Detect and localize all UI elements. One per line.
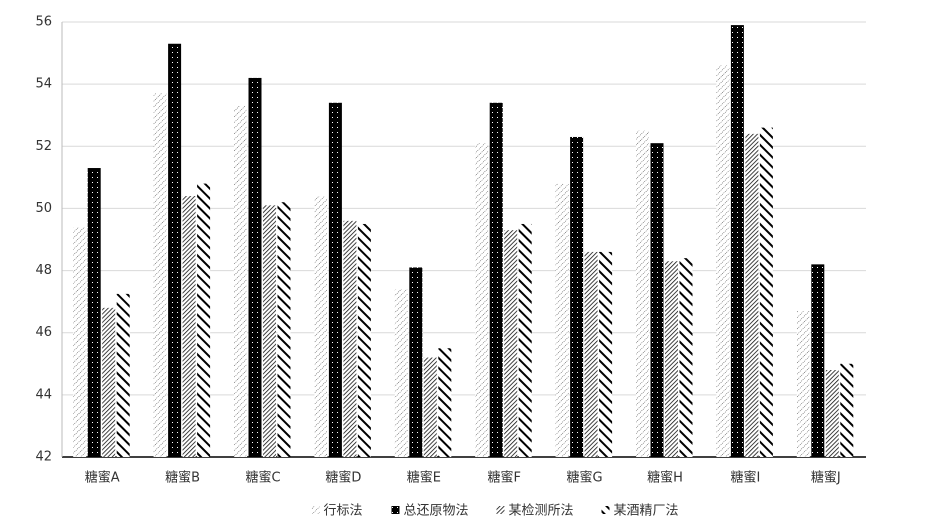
bar (102, 307, 116, 457)
x-tick-label: 糖蜜C (245, 470, 280, 486)
bar (555, 183, 569, 458)
legend-label: 总还原物法 (404, 504, 469, 519)
bar (116, 293, 130, 457)
bar (328, 102, 342, 458)
bar (409, 267, 423, 457)
bar (679, 258, 693, 457)
bar (197, 183, 211, 458)
bar (518, 223, 532, 457)
legend-label: 行标法 (324, 504, 363, 519)
bar (182, 196, 196, 457)
bar (263, 205, 276, 457)
bar (599, 251, 613, 457)
x-tick-label: 糖蜜A (85, 470, 120, 486)
legend-marker (311, 506, 320, 514)
bar (796, 310, 810, 457)
bar (570, 136, 584, 457)
bar (234, 105, 247, 458)
y-tick-label: 48 (35, 263, 52, 278)
bar (73, 227, 87, 457)
bar (825, 370, 839, 457)
y-tick-label: 54 (35, 77, 52, 92)
y-tick-label: 56 (35, 15, 52, 30)
bar (665, 261, 678, 457)
bar (504, 230, 518, 457)
legend-label: 某检测所法 (509, 504, 574, 519)
x-tick-label: 糖蜜I (730, 470, 760, 486)
bar (584, 251, 598, 457)
x-tick-label: 糖蜜D (325, 470, 361, 486)
bar (745, 133, 759, 457)
bar (840, 363, 854, 457)
bar (716, 65, 730, 457)
bar (357, 223, 371, 457)
bar (314, 196, 328, 457)
x-tick-label: 糖蜜F (487, 470, 520, 486)
y-tick-label: 52 (35, 139, 52, 154)
bar (394, 289, 408, 457)
y-tick-label: 42 (35, 450, 52, 465)
bar (650, 143, 664, 457)
y-tick-label: 50 (35, 201, 52, 216)
x-tick-label: 糖蜜G (567, 470, 603, 486)
legend-marker (391, 506, 400, 514)
x-tick-label: 糖蜜E (407, 470, 441, 486)
bar (811, 264, 825, 457)
bar (423, 357, 437, 457)
bar (277, 202, 291, 457)
bar (168, 43, 182, 457)
x-tick-label: 糖蜜J (811, 470, 841, 486)
legend-marker (496, 506, 505, 514)
y-tick-label: 46 (35, 325, 52, 340)
legend-marker (601, 506, 610, 514)
bar (636, 130, 649, 457)
bar (759, 127, 773, 458)
bar (248, 77, 262, 457)
bar (489, 102, 503, 458)
bar (153, 93, 167, 457)
legend-label: 某酒精厂法 (614, 504, 679, 519)
y-tick-label: 44 (35, 387, 52, 402)
bar (475, 143, 489, 457)
bar (730, 25, 744, 457)
x-tick-label: 糖蜜H (647, 470, 683, 486)
x-tick-label: 糖蜜B (165, 470, 200, 486)
bar (438, 348, 452, 457)
bar (343, 220, 357, 457)
bar (87, 168, 101, 458)
